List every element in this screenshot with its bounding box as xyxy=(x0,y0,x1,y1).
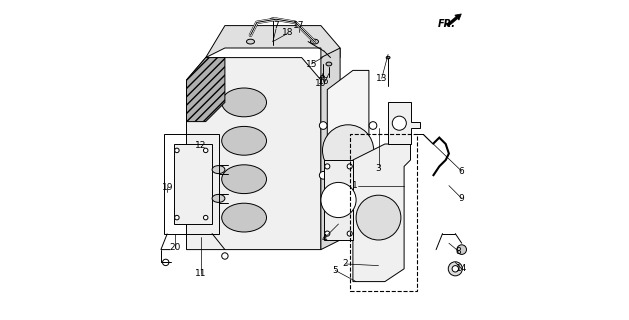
Circle shape xyxy=(320,172,327,179)
Text: 13: 13 xyxy=(376,74,387,83)
Text: 11: 11 xyxy=(195,269,207,278)
Ellipse shape xyxy=(221,126,267,155)
FancyArrow shape xyxy=(447,14,461,27)
Circle shape xyxy=(369,172,377,179)
Circle shape xyxy=(452,266,459,272)
Circle shape xyxy=(203,215,208,220)
Ellipse shape xyxy=(221,88,267,117)
Ellipse shape xyxy=(212,166,225,173)
Circle shape xyxy=(356,195,401,240)
Circle shape xyxy=(175,215,179,220)
Text: 4: 4 xyxy=(321,234,327,243)
Text: 7: 7 xyxy=(273,21,279,30)
Text: 1: 1 xyxy=(352,181,357,190)
Polygon shape xyxy=(327,70,369,230)
Text: 17: 17 xyxy=(292,21,304,30)
Circle shape xyxy=(323,125,374,176)
Circle shape xyxy=(325,231,330,236)
Ellipse shape xyxy=(247,39,255,44)
Ellipse shape xyxy=(321,76,325,78)
Circle shape xyxy=(392,116,406,130)
Text: 2: 2 xyxy=(342,260,348,268)
Circle shape xyxy=(203,148,208,153)
Polygon shape xyxy=(388,102,420,144)
Text: 15: 15 xyxy=(306,60,317,68)
Polygon shape xyxy=(187,58,321,250)
Text: 20: 20 xyxy=(170,244,181,252)
Polygon shape xyxy=(321,48,340,250)
Circle shape xyxy=(221,253,228,259)
Polygon shape xyxy=(206,26,340,58)
Ellipse shape xyxy=(221,203,267,232)
Text: 3: 3 xyxy=(376,164,381,172)
Circle shape xyxy=(347,164,352,169)
Text: 12: 12 xyxy=(195,141,206,150)
Circle shape xyxy=(320,122,327,129)
Text: 19: 19 xyxy=(162,183,173,192)
Polygon shape xyxy=(324,160,353,240)
Polygon shape xyxy=(174,144,212,224)
Circle shape xyxy=(457,245,467,254)
Circle shape xyxy=(162,259,169,266)
Circle shape xyxy=(321,182,356,218)
Ellipse shape xyxy=(212,195,225,203)
Circle shape xyxy=(325,164,330,169)
Circle shape xyxy=(448,262,462,276)
Text: 8: 8 xyxy=(455,247,462,256)
Ellipse shape xyxy=(270,18,276,20)
Bar xyxy=(350,134,417,291)
Polygon shape xyxy=(187,58,225,122)
Text: FR.: FR. xyxy=(438,19,455,29)
Polygon shape xyxy=(353,144,411,282)
Text: 16: 16 xyxy=(318,77,330,86)
Text: 6: 6 xyxy=(459,167,465,176)
Text: 14: 14 xyxy=(456,264,467,273)
Ellipse shape xyxy=(311,39,318,44)
Bar xyxy=(164,134,218,234)
Circle shape xyxy=(369,122,377,129)
Circle shape xyxy=(175,148,179,153)
Ellipse shape xyxy=(386,56,390,59)
Circle shape xyxy=(347,231,352,236)
Ellipse shape xyxy=(326,62,331,66)
Text: 9: 9 xyxy=(459,194,465,203)
Text: 18: 18 xyxy=(282,28,293,36)
Text: 10: 10 xyxy=(315,79,326,88)
Ellipse shape xyxy=(221,165,267,194)
Text: 5: 5 xyxy=(332,266,338,275)
